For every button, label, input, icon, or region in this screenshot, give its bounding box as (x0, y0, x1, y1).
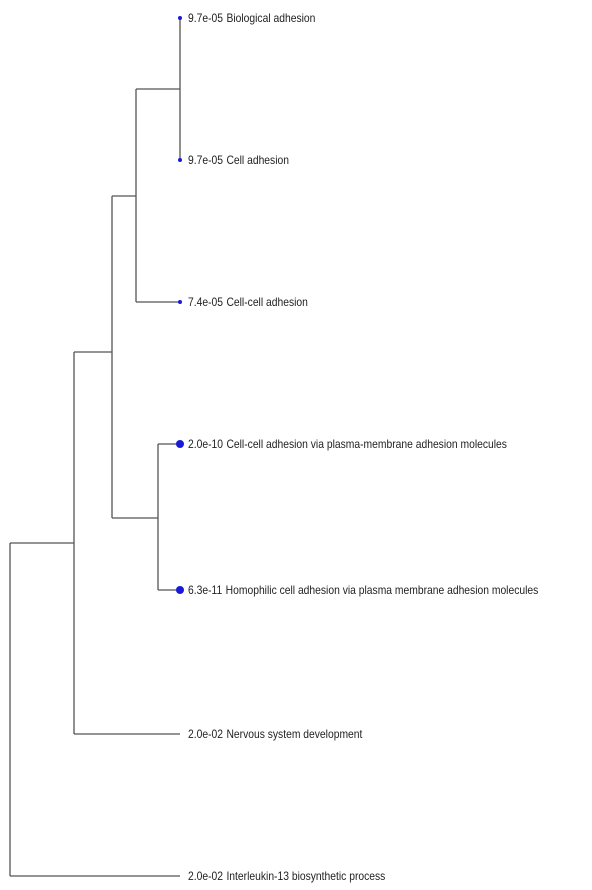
leaf-node-marker-cell-cell-adhesion (178, 300, 182, 304)
leaf-label-homophilic-cell-adhesion: 6.3e-11 Homophilic cell adhesion via plas… (188, 583, 538, 597)
leaf-term: Cell adhesion (226, 153, 289, 167)
leaf-label-cell-cell-adhesion: 7.4e-05 Cell-cell adhesion (188, 295, 308, 309)
leaf-node-marker-cell-adhesion (178, 158, 182, 162)
leaf-term: Nervous system development (226, 727, 363, 741)
leaf-node-marker-cell-cell-adhesion-plasma-membrane (176, 440, 184, 448)
leaf-label-interleukin-13-biosynthetic-process: 2.0e-02 Interleukin-13 biosynthetic proce… (188, 869, 385, 883)
leaf-label-biological-adhesion: 9.7e-05 Biological adhesion (188, 11, 315, 25)
leaf-term: Interleukin-13 biosynthetic process (226, 869, 386, 883)
leaf-node-marker-biological-adhesion (178, 16, 182, 20)
leaf-pvalue: 6.3e-11 (188, 583, 223, 597)
leaf-term: Homophilic cell adhesion via plasma memb… (225, 583, 539, 597)
leaf-pvalue: 2.0e-02 (188, 869, 224, 883)
leaf-node-marker-homophilic-cell-adhesion (176, 586, 184, 594)
leaf-term: Biological adhesion (226, 11, 316, 25)
leaf-pvalue: 9.7e-05 (188, 153, 224, 167)
leaf-term: Cell-cell adhesion via plasma-membrane a… (226, 437, 507, 451)
leaf-label-cell-adhesion: 9.7e-05 Cell adhesion (188, 153, 289, 167)
leaf-pvalue: 9.7e-05 (188, 11, 224, 25)
leaf-label-nervous-system-development: 2.0e-02 Nervous system development (188, 727, 362, 741)
leaf-pvalue: 2.0e-10 (188, 437, 224, 451)
leaf-pvalue: 2.0e-02 (188, 727, 224, 741)
leaf-label-cell-cell-adhesion-plasma-membrane: 2.0e-10 Cell-cell adhesion via plasma-mem… (188, 437, 507, 451)
leaf-term: Cell-cell adhesion (226, 295, 308, 309)
leaf-pvalue: 7.4e-05 (188, 295, 224, 309)
